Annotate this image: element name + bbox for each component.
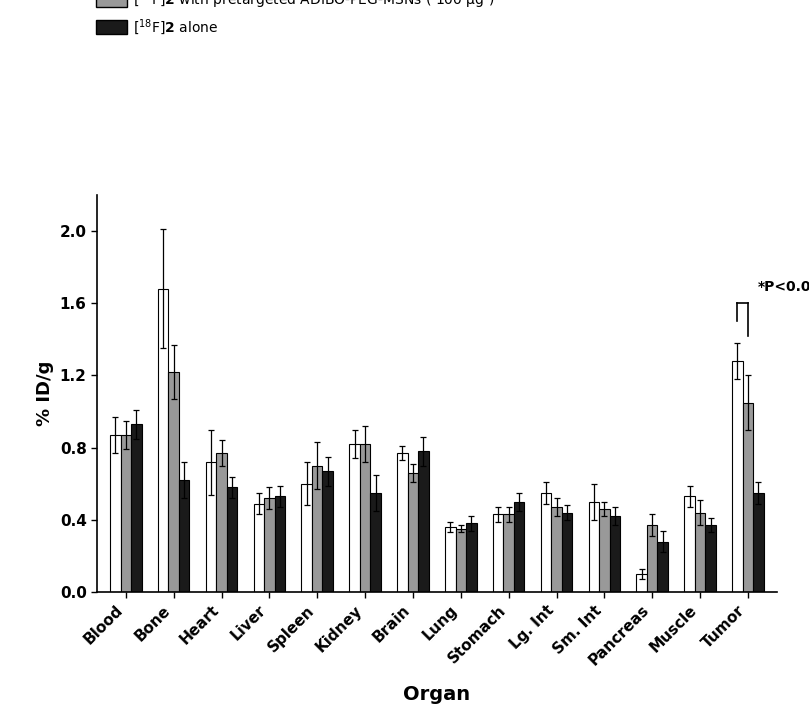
- Bar: [493, 514, 503, 592]
- Y-axis label: % ID/g: % ID/g: [36, 361, 54, 426]
- Bar: [705, 526, 716, 592]
- Bar: [647, 526, 658, 592]
- Bar: [658, 542, 668, 592]
- Bar: [695, 513, 705, 592]
- Bar: [743, 403, 753, 592]
- Bar: [503, 514, 514, 592]
- Bar: [227, 487, 237, 592]
- Bar: [205, 462, 216, 592]
- Bar: [561, 513, 572, 592]
- Bar: [264, 498, 274, 592]
- Bar: [312, 466, 323, 592]
- Bar: [753, 492, 764, 592]
- Bar: [637, 574, 647, 592]
- Bar: [551, 508, 561, 592]
- Bar: [131, 425, 142, 592]
- Bar: [445, 527, 455, 592]
- Bar: [514, 502, 524, 592]
- Bar: [274, 497, 285, 592]
- Bar: [253, 504, 264, 592]
- Bar: [455, 529, 466, 592]
- Bar: [599, 509, 610, 592]
- Bar: [168, 372, 179, 592]
- Bar: [302, 484, 312, 592]
- Legend: [$^{18}$F]$\mathbf{2}$ with pretargeted ADIBO-PEG-MSNs ( 250 μg ), [$^{18}$F]$\m: [$^{18}$F]$\mathbf{2}$ with pretargeted …: [91, 0, 500, 43]
- Bar: [397, 453, 408, 592]
- Bar: [610, 516, 621, 592]
- Bar: [349, 444, 360, 592]
- Bar: [216, 453, 227, 592]
- Bar: [418, 451, 429, 592]
- X-axis label: Organ: Organ: [404, 685, 470, 704]
- Bar: [179, 480, 189, 592]
- Bar: [408, 473, 418, 592]
- Text: *P<0.05: *P<0.05: [757, 280, 809, 295]
- Bar: [684, 497, 695, 592]
- Bar: [121, 435, 131, 592]
- Bar: [589, 502, 599, 592]
- Bar: [732, 361, 743, 592]
- Bar: [371, 492, 381, 592]
- Bar: [540, 492, 551, 592]
- Bar: [110, 435, 121, 592]
- Bar: [466, 523, 477, 592]
- Bar: [158, 289, 168, 592]
- Bar: [323, 471, 333, 592]
- Bar: [360, 444, 371, 592]
